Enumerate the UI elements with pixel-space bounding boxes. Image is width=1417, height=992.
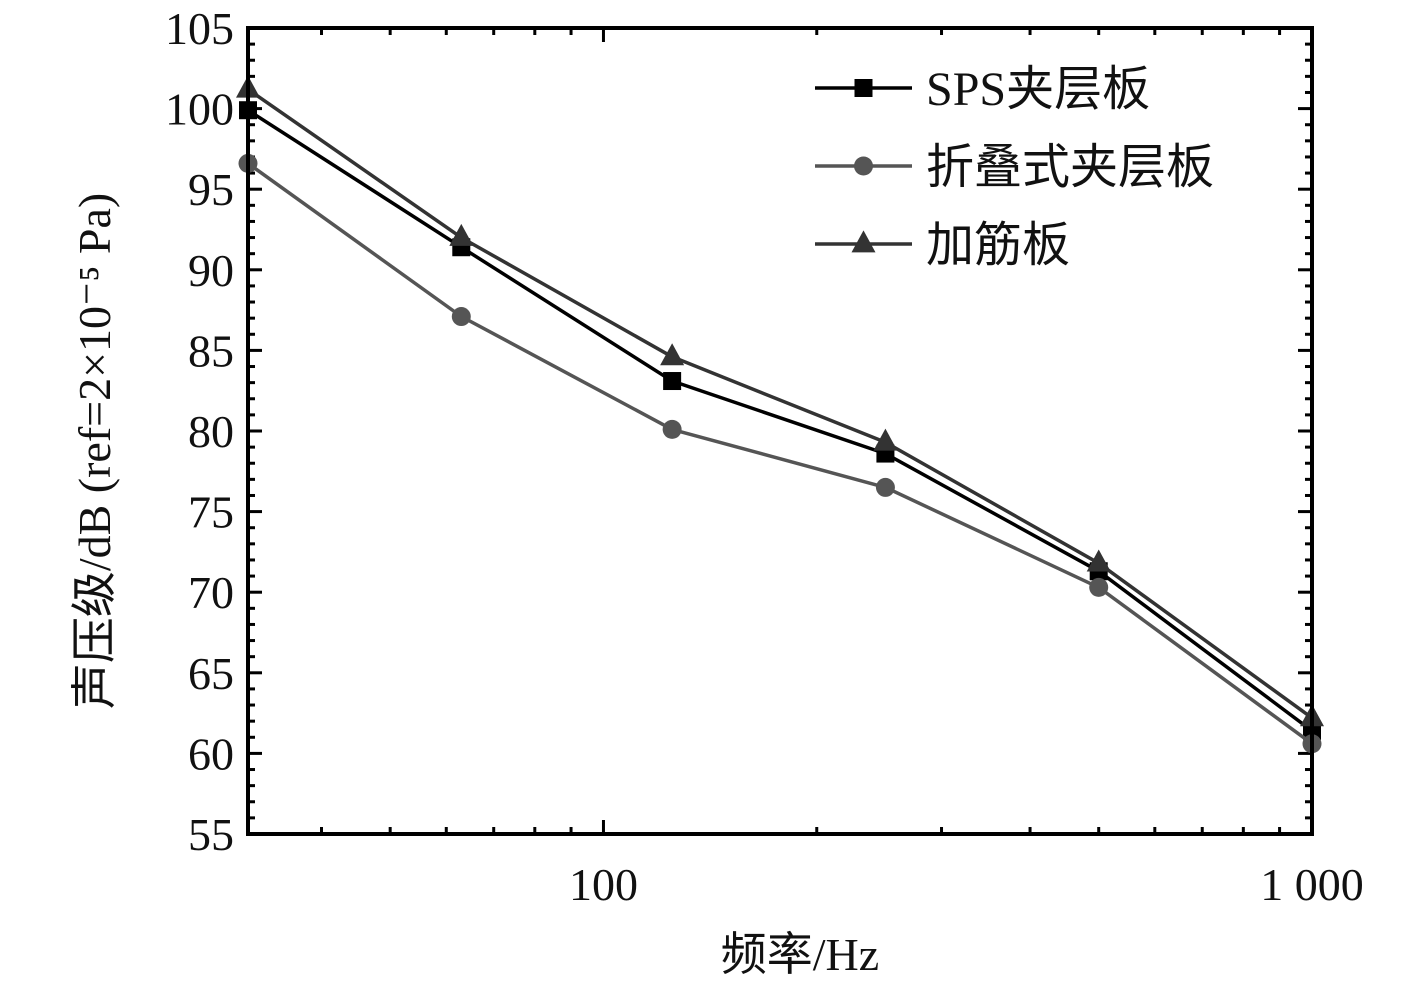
triangle-marker bbox=[851, 230, 876, 253]
y-tick-label: 75 bbox=[188, 487, 234, 538]
x-tick-label: 1 000 bbox=[1260, 859, 1364, 910]
square-marker bbox=[854, 79, 873, 97]
y-tick-label: 105 bbox=[165, 3, 234, 54]
triangle-marker bbox=[873, 428, 898, 451]
triangle-marker bbox=[1086, 549, 1111, 572]
circle-marker bbox=[662, 419, 682, 439]
y-tick-label: 70 bbox=[188, 567, 234, 618]
y-tick-label: 80 bbox=[188, 406, 234, 457]
series-line bbox=[246, 161, 1314, 746]
series-line bbox=[247, 108, 1314, 733]
x-axis-title: 频率/Hz bbox=[721, 929, 879, 980]
y-tick-label: 60 bbox=[188, 728, 234, 779]
circle-marker bbox=[1089, 577, 1109, 597]
series-line bbox=[247, 87, 1314, 720]
legend-entry-2: 折叠式夹层板 bbox=[815, 141, 1214, 194]
y-tick-label: 65 bbox=[188, 648, 234, 699]
circle-marker bbox=[875, 477, 895, 497]
y-axis-title: 声压级/dB (ref=2×10⁻⁵ Pa) bbox=[69, 193, 120, 709]
y-tick-label: 55 bbox=[188, 809, 234, 860]
x-tick-labels: 100 1 000 bbox=[569, 859, 1364, 910]
legend-entry-1: SPS夹层板 bbox=[815, 63, 1150, 116]
legend-label: 折叠式夹层板 bbox=[926, 141, 1214, 194]
legend-label: SPS夹层板 bbox=[926, 63, 1150, 116]
plot-frame bbox=[246, 26, 1314, 836]
series-2 bbox=[238, 153, 1322, 754]
y-tick-label: 100 bbox=[165, 84, 234, 135]
legend-entry-3: 加筋板 bbox=[815, 219, 1070, 272]
y-tick-label: 90 bbox=[188, 245, 234, 296]
legend-label: 加筋板 bbox=[926, 219, 1070, 272]
triangle-marker bbox=[449, 223, 474, 246]
circle-marker bbox=[854, 156, 873, 176]
square-marker bbox=[663, 372, 682, 391]
y-tick-label: 95 bbox=[188, 164, 234, 215]
series-layer bbox=[236, 75, 1324, 754]
y-tick-label: 85 bbox=[188, 325, 234, 376]
circle-marker bbox=[451, 307, 471, 327]
y-tick-labels: 55 60 65 70 75 80 85 90 95 100 105 bbox=[165, 3, 234, 860]
x-tick-label: 100 bbox=[569, 859, 638, 910]
triangle-marker bbox=[660, 343, 685, 366]
